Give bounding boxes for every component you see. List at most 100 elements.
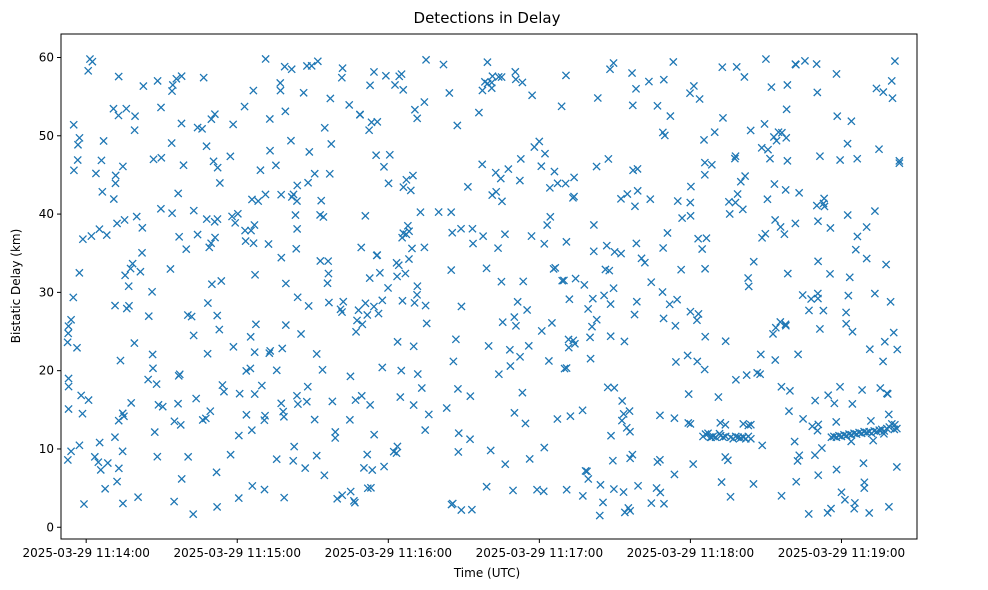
- data-point: [227, 212, 237, 221]
- data-point: [167, 139, 176, 148]
- x-tick-label: 2025-03-29 11:18:00: [627, 546, 754, 560]
- data-point: [847, 437, 856, 446]
- data-point: [736, 177, 745, 186]
- data-point: [64, 374, 73, 383]
- data-point: [633, 164, 642, 173]
- data-point: [832, 417, 841, 426]
- data-point: [168, 80, 177, 90]
- data-point: [240, 102, 249, 111]
- data-point: [625, 427, 635, 436]
- data-point: [701, 264, 710, 273]
- data-point: [277, 253, 286, 262]
- data-point: [289, 190, 298, 199]
- data-point: [328, 397, 337, 406]
- data-point: [98, 187, 107, 196]
- x-tick-label: 2025-03-29 11:17:00: [476, 546, 603, 560]
- data-point: [609, 284, 618, 293]
- data-point: [203, 349, 212, 358]
- data-point: [633, 186, 642, 195]
- data-point: [421, 55, 431, 64]
- data-point: [746, 420, 755, 429]
- data-point: [678, 214, 687, 223]
- data-point: [771, 323, 780, 332]
- data-point: [442, 403, 451, 413]
- data-point: [73, 155, 82, 165]
- data-point: [782, 105, 791, 114]
- data-point: [569, 336, 578, 345]
- data-point: [589, 247, 598, 256]
- data-point: [366, 483, 375, 492]
- data-point: [393, 442, 402, 451]
- data-point: [122, 104, 131, 113]
- data-point: [99, 136, 108, 146]
- data-point: [879, 357, 888, 366]
- data-point: [744, 421, 753, 430]
- data-point: [658, 128, 667, 137]
- data-point: [763, 195, 772, 204]
- data-point: [199, 73, 208, 82]
- data-point: [686, 182, 695, 191]
- data-point: [701, 430, 710, 439]
- data-point: [290, 442, 299, 451]
- data-point: [772, 136, 781, 145]
- data-point: [776, 317, 785, 327]
- data-point: [213, 163, 222, 172]
- data-point: [721, 337, 730, 346]
- data-point: [406, 186, 415, 195]
- data-point: [510, 313, 519, 322]
- data-point: [302, 61, 311, 71]
- data-point: [365, 126, 374, 135]
- data-point: [320, 471, 329, 480]
- data-point: [361, 211, 370, 220]
- data-point: [593, 93, 602, 103]
- data-point: [121, 271, 130, 280]
- data-point: [326, 94, 335, 103]
- data-point: [203, 299, 212, 308]
- data-point: [439, 60, 448, 69]
- data-point: [771, 215, 780, 225]
- data-point: [604, 154, 613, 164]
- data-point: [229, 120, 238, 129]
- data-point: [207, 280, 216, 289]
- data-point: [620, 508, 629, 517]
- data-point: [312, 451, 321, 460]
- data-point: [528, 91, 537, 100]
- data-point: [890, 57, 899, 66]
- data-point: [207, 239, 216, 248]
- data-point: [832, 69, 841, 78]
- data-point: [361, 299, 370, 308]
- data-point: [627, 68, 637, 78]
- data-point: [605, 266, 614, 275]
- data-point: [241, 237, 250, 246]
- data-point: [618, 396, 627, 406]
- data-point: [116, 356, 125, 365]
- x-tick-label: 2025-03-29 11:16:00: [325, 546, 452, 560]
- data-point: [397, 366, 406, 375]
- data-point: [94, 458, 103, 467]
- data-point: [510, 408, 519, 417]
- data-point: [768, 329, 778, 338]
- data-point: [776, 222, 785, 232]
- data-point: [710, 128, 719, 137]
- data-point: [592, 315, 601, 324]
- data-point: [588, 294, 597, 303]
- data-point: [97, 156, 106, 165]
- data-point: [623, 189, 632, 199]
- data-point: [156, 204, 165, 213]
- data-point: [202, 142, 211, 151]
- data-point: [628, 450, 637, 459]
- data-point: [79, 499, 89, 509]
- data-point: [551, 263, 560, 272]
- data-point: [339, 297, 348, 306]
- data-point: [793, 456, 802, 465]
- data-point: [862, 254, 871, 263]
- data-point: [331, 433, 340, 443]
- data-point: [110, 433, 120, 442]
- data-point: [580, 280, 589, 289]
- data-point: [813, 289, 822, 298]
- data-point: [250, 390, 259, 399]
- data-point: [547, 318, 556, 327]
- data-point: [835, 382, 845, 391]
